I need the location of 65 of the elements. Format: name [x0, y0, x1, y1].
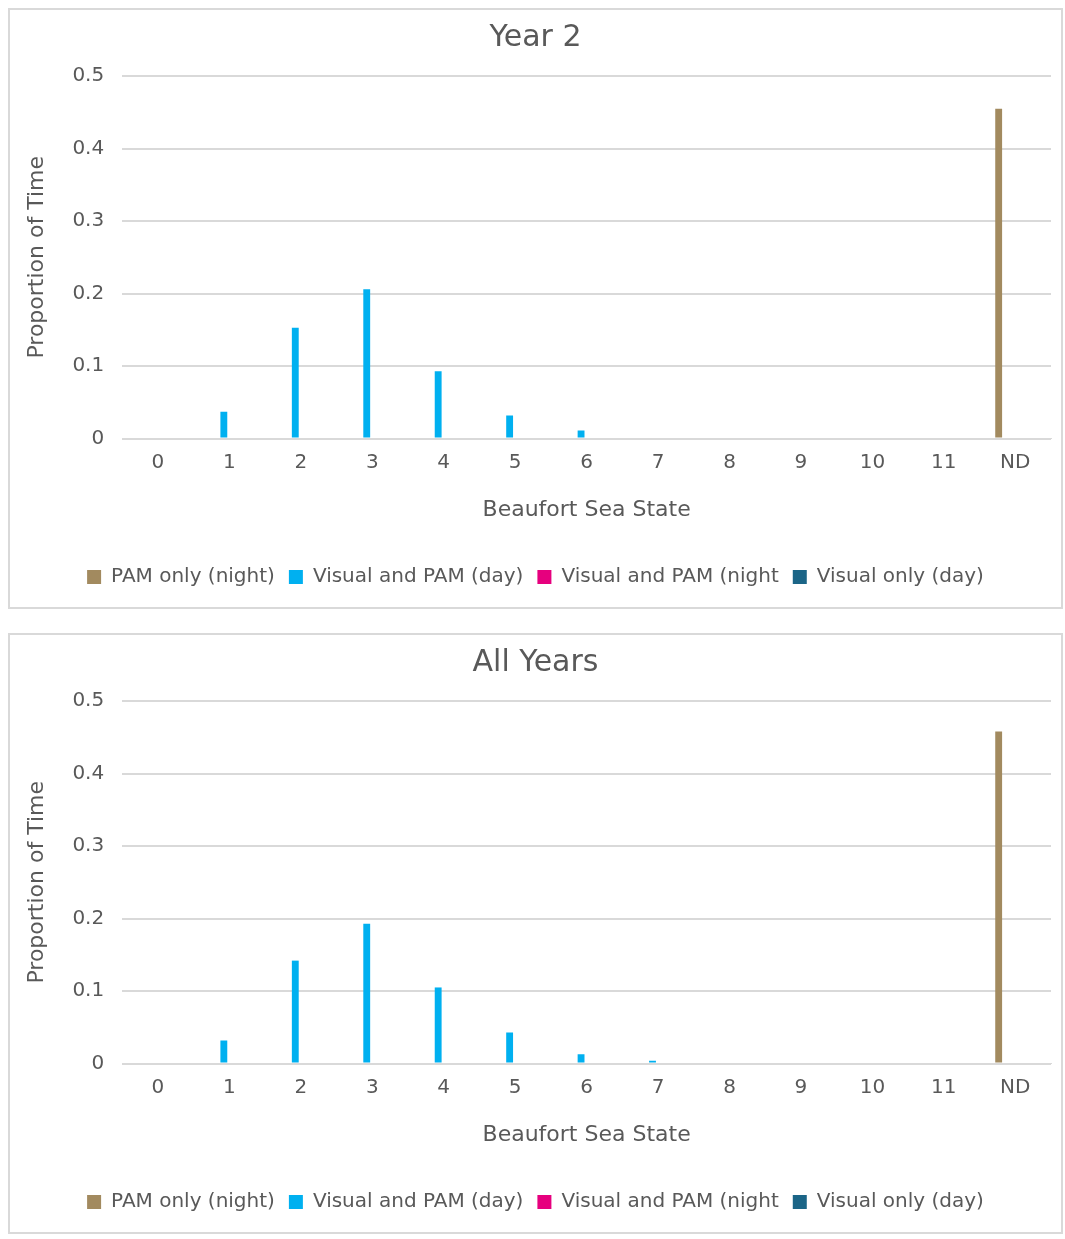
bar: [363, 289, 371, 438]
bar: [506, 415, 514, 438]
bar: [363, 923, 371, 1063]
legend-label: Visual and PAM (night: [561, 563, 779, 588]
bar: [434, 371, 442, 438]
x-tick-label: 9: [794, 448, 808, 473]
y-axis-title: Proportion of Time: [22, 156, 48, 359]
y-tick-label: 0.2: [72, 904, 105, 929]
x-tick-label: 10: [859, 1073, 886, 1098]
legend-label: Visual and PAM (day): [312, 563, 524, 588]
x-tick-label: 9: [794, 1073, 808, 1098]
bar: [291, 960, 299, 1063]
x-tick-label: 1: [223, 1073, 236, 1098]
y-tick-label: 0.1: [72, 352, 105, 377]
bar: [995, 108, 1003, 438]
x-tick-label: 7: [651, 448, 665, 473]
y-tick-label: 0.5: [72, 62, 105, 87]
x-tick-label: 11: [931, 448, 957, 473]
y-tick-label: 0: [91, 1049, 105, 1074]
y-tick-label: 0: [91, 424, 105, 449]
x-tick-label: 0: [151, 1073, 165, 1098]
chart-title: Year 2: [488, 17, 582, 53]
legend-label: Visual only (day): [816, 563, 984, 588]
bar: [506, 1032, 514, 1063]
x-tick-label: 10: [859, 448, 886, 473]
y-tick-label: 0.4: [72, 134, 105, 159]
y-tick-label: 0.2: [72, 279, 105, 304]
x-tick-label: 7: [651, 1073, 665, 1098]
x-tick-label: 3: [365, 1073, 379, 1098]
x-axis-title: Beaufort Sea State: [482, 495, 691, 521]
x-tick-label: 5: [508, 1073, 522, 1098]
x-tick-label: 4: [437, 448, 451, 473]
bar: [577, 1054, 585, 1063]
legend-label: Visual and PAM (day): [312, 1188, 524, 1213]
y-tick-label: 0.3: [72, 832, 105, 857]
x-tick-label: 5: [508, 448, 522, 473]
x-tick-label: 11: [931, 1073, 957, 1098]
x-tick-label: ND: [1000, 448, 1031, 473]
x-tick-label: 2: [294, 1073, 308, 1098]
x-tick-label: 0: [151, 448, 165, 473]
y-tick-label: 0.4: [72, 759, 105, 784]
x-tick-label: ND: [1000, 1073, 1031, 1098]
legend-label: Visual and PAM (night: [561, 1188, 779, 1213]
x-tick-label: 6: [580, 448, 593, 473]
bar: [220, 1040, 228, 1063]
x-axis-title: Beaufort Sea State: [482, 1120, 691, 1146]
legend-label: Visual only (day): [816, 1188, 984, 1213]
y-axis-title: Proportion of Time: [22, 781, 48, 984]
bar: [995, 731, 1003, 1063]
x-tick-label: 6: [580, 1073, 593, 1098]
chart-title: All Years: [472, 642, 599, 678]
bar: [291, 327, 299, 438]
legend-label: PAM only (night): [111, 1188, 275, 1213]
bar: [434, 987, 442, 1063]
x-tick-label: 4: [437, 1073, 451, 1098]
x-tick-label: 2: [294, 448, 308, 473]
x-tick-label: 3: [365, 448, 379, 473]
legend-label: PAM only (night): [111, 563, 275, 588]
y-tick-label: 0.3: [72, 207, 105, 232]
x-tick-label: 8: [723, 1073, 736, 1098]
y-tick-label: 0.1: [72, 977, 105, 1002]
x-tick-label: 8: [723, 448, 736, 473]
bar: [220, 411, 228, 438]
x-tick-label: 1: [223, 448, 236, 473]
y-tick-label: 0.5: [72, 687, 105, 712]
